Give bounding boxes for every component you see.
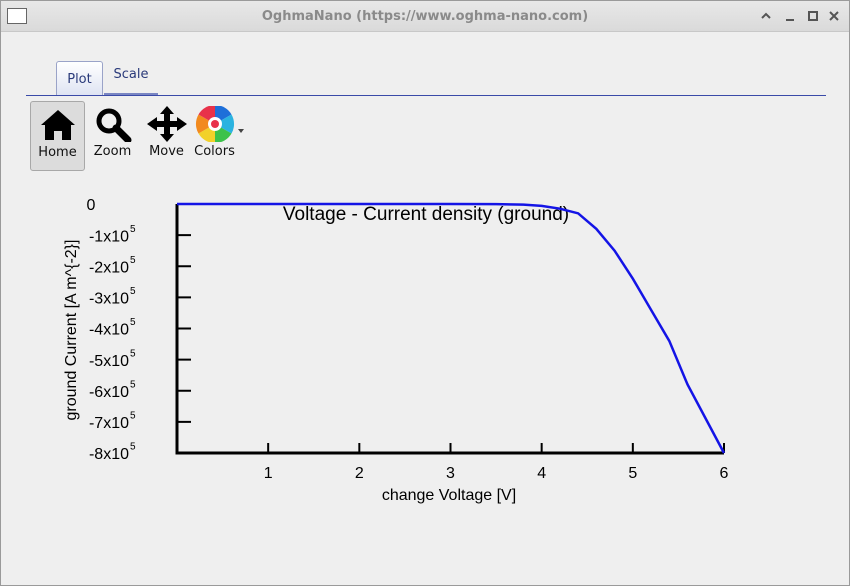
home-button[interactable]: Home xyxy=(30,101,85,171)
tab-underline xyxy=(26,95,826,96)
zoom-button[interactable]: Zoom xyxy=(85,101,140,171)
y-tick-exponent: 5 xyxy=(130,348,136,359)
y-tick-exponent: 5 xyxy=(130,442,136,453)
x-tick-label: 4 xyxy=(537,465,546,482)
tab[interactable]: Plot xyxy=(56,61,103,95)
colors-icon xyxy=(195,106,244,142)
y-tick-exponent: 5 xyxy=(130,411,136,422)
y-tick-label: -8x10 xyxy=(89,446,129,463)
y-tick-label: -2x10 xyxy=(89,259,129,276)
chart: Voltage - Current density (ground) chang… xyxy=(63,197,729,504)
y-tick-exponent: 5 xyxy=(130,379,136,390)
y-tick-label: -1x10 xyxy=(89,228,129,245)
app-icon xyxy=(7,8,27,24)
data-line xyxy=(177,202,726,454)
y-tick-label: 0 xyxy=(87,197,96,214)
move-icon xyxy=(146,106,187,142)
x-tick-label: 5 xyxy=(628,465,637,482)
y-tick-label: -5x10 xyxy=(89,353,129,370)
y-axis-label: ground Current [A m^{-2}] xyxy=(63,240,80,421)
y-tick-exponent: 5 xyxy=(130,224,136,235)
button-label: Move xyxy=(149,144,184,159)
tab[interactable]: Scale xyxy=(104,59,158,95)
move-button[interactable]: Move xyxy=(139,101,194,171)
y-tick-label: -7x10 xyxy=(89,415,129,432)
chart-title: Voltage - Current density (ground) xyxy=(283,204,569,225)
y-tick-exponent: 5 xyxy=(130,286,136,297)
colors-button[interactable]: Colors xyxy=(194,101,249,171)
title-bar: OghmaNano (https://www.oghma-nano.com) xyxy=(1,1,849,32)
y-tick-exponent: 5 xyxy=(130,255,136,266)
zoom-icon xyxy=(96,108,131,142)
button-label: Zoom xyxy=(93,144,132,159)
x-axis-label: change Voltage [V] xyxy=(382,487,516,504)
window-controls[interactable] xyxy=(759,8,839,24)
x-tick-label: 1 xyxy=(264,465,273,482)
x-tick-label: 2 xyxy=(355,465,364,482)
window-title: OghmaNano (https://www.oghma-nano.com) xyxy=(261,9,589,24)
x-tick-label: 6 xyxy=(720,465,729,482)
button-label: Colors xyxy=(194,144,235,159)
x-tick-label: 3 xyxy=(446,465,455,482)
y-tick-exponent: 5 xyxy=(130,317,136,328)
y-tick-label: -6x10 xyxy=(89,384,129,401)
y-tick-label: -3x10 xyxy=(89,291,129,308)
button-label: Home xyxy=(38,145,77,160)
home-icon xyxy=(40,110,75,140)
y-tick-label: -4x10 xyxy=(89,322,129,339)
